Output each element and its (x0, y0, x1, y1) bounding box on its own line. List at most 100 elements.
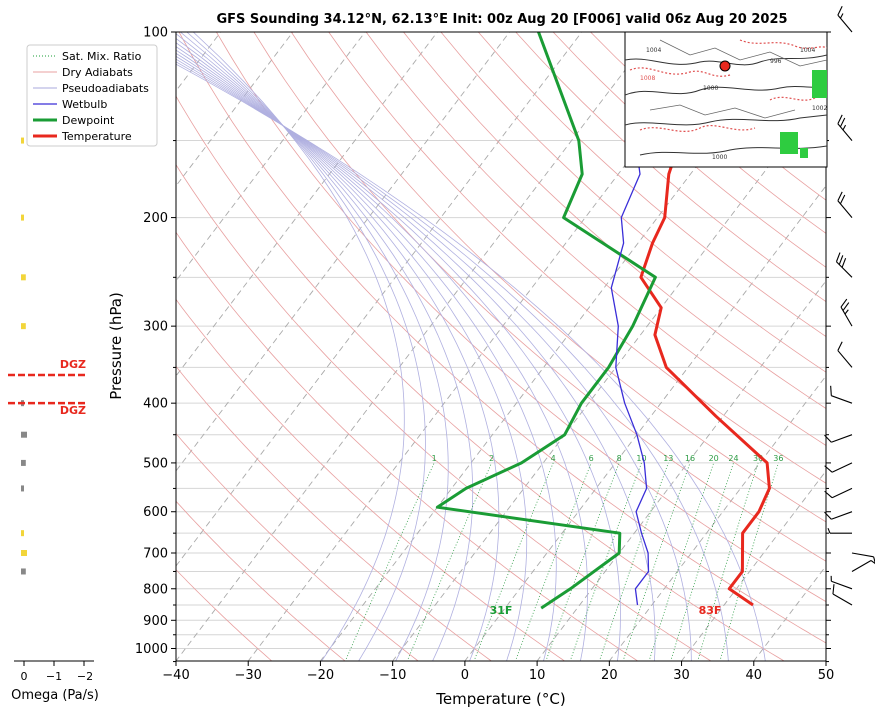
legend: Sat. Mix. Ratio Dry Adiabats Pseudoadiab… (26, 44, 158, 147)
legend-dry-adiabats: Dry Adiabats (62, 66, 133, 79)
dry-adiabat (328, 32, 826, 484)
y-tick-label: 900 (143, 614, 168, 629)
omega-tick-neg2: −2 (77, 670, 93, 683)
mixing-ratio-line (514, 462, 592, 661)
map-contour-label: 1004 (800, 47, 815, 54)
plot-frame (175, 31, 827, 662)
isotherm-line (176, 32, 583, 567)
pseudoadiabat (176, 37, 500, 661)
dry-adiabat (178, 32, 826, 644)
wind-barb (835, 252, 853, 278)
omega-bar (21, 431, 27, 438)
mixing-ratio-label: 8 (617, 454, 622, 463)
mixing-ratio-line (648, 462, 715, 661)
map-inset: 1004 1008 1000 996 1002 1004 1000 (624, 31, 828, 168)
y-tick-label: 200 (143, 211, 168, 226)
temperature-line (639, 32, 771, 607)
mixing-ratio-line (670, 462, 734, 661)
thermo-background-lines (176, 32, 826, 661)
wetbulb-line (610, 157, 650, 606)
x-tick-label: 20 (601, 668, 618, 683)
dgz-label-top: DGZ (60, 358, 86, 371)
pseudoadiabat (176, 42, 528, 661)
pseudoadiabat (176, 52, 621, 661)
map-contour (625, 114, 827, 126)
map-border (649, 104, 796, 119)
isotherm-line (176, 32, 438, 377)
dry-adiabat (176, 164, 712, 661)
legend-temperature: Temperature (61, 130, 132, 143)
mixing-ratio-line (406, 462, 492, 661)
map-contour-label: 1002 (812, 105, 827, 112)
pseudoadiabat (176, 46, 557, 661)
mixing-ratio-label: 2 (489, 454, 494, 463)
dry-adiabat (176, 95, 785, 661)
omega-bar (21, 550, 27, 557)
dry-adiabat (403, 32, 826, 409)
wind-barb (851, 552, 875, 567)
omega-panel (8, 137, 94, 666)
x-tick-label: 0 (461, 668, 469, 683)
isotherm-line (464, 185, 826, 661)
map-precip (800, 148, 808, 158)
mixing-ratio-label: 24 (728, 454, 738, 463)
mixing-ratio-line (545, 462, 620, 661)
dry-adiabat (515, 32, 826, 303)
dry-adiabat (176, 432, 419, 661)
isotherm-line (176, 32, 655, 661)
mixing-ratio-label: 6 (589, 454, 594, 463)
wind-barb (830, 575, 853, 590)
map-contour (625, 85, 827, 96)
x-tick-label: 10 (529, 668, 546, 683)
mixing-ratio-line (473, 462, 554, 661)
mixing-ratio-line (697, 462, 759, 661)
mixing-ratio-line (344, 462, 435, 661)
dry-adiabat (440, 32, 826, 373)
isotherm-line (825, 660, 826, 661)
x-tick-label: 50 (818, 668, 835, 683)
omega-bar (21, 568, 26, 575)
mixing-ratio-line (622, 462, 691, 661)
pseudoadiabat (176, 63, 766, 661)
x-axis-label: Temperature (°C) (435, 690, 565, 708)
map-contour-label: 1000 (703, 85, 718, 92)
y-tick-label: 600 (143, 505, 168, 520)
y-axis-label: Pressure (hPa) (107, 292, 125, 400)
dry-adiabat (176, 365, 493, 661)
y-tick-label: 800 (143, 582, 168, 597)
mixing-ratio-label: 4 (551, 454, 556, 463)
wind-barb (824, 511, 853, 520)
map-contour-label: 1008 (640, 75, 655, 82)
dewpoint-line (435, 32, 657, 610)
pseudoadiabat (186, 32, 426, 661)
y-tick-label: 500 (143, 456, 168, 471)
isotherm-line (176, 32, 510, 472)
wind-barb (837, 341, 853, 368)
isotherm-line (319, 32, 799, 661)
y-tick-label: 400 (143, 397, 168, 412)
mixing-ratio-label: 16 (685, 454, 695, 463)
omega-tick-0: 0 (21, 670, 28, 683)
axes: −40 −30 −20 −10 0 10 20 30 40 50 100 200 300 400 500 60… (135, 26, 834, 684)
pseudoadiabat (180, 32, 449, 661)
dry-adiabat (365, 32, 826, 446)
omega-bar (21, 214, 24, 221)
legend-dewpoint: Dewpoint (62, 114, 115, 127)
dry-adiabat (176, 500, 346, 661)
map-border (659, 39, 827, 67)
map-contour-label: 1004 (646, 47, 661, 54)
pseudoadiabat (176, 58, 692, 661)
y-tick-label: 300 (143, 320, 168, 335)
y-tick-label: 1000 (135, 642, 168, 657)
pseudoadiabat (176, 33, 474, 661)
omega-bar (21, 459, 26, 466)
x-tick-label: 40 (746, 668, 763, 683)
wind-barb (827, 527, 852, 534)
isotherm-line (608, 375, 826, 661)
dry-adiabat (176, 569, 273, 661)
y-tick-label: 700 (143, 547, 168, 562)
wind-barb (837, 191, 853, 218)
wind-barbs (824, 6, 875, 606)
temperature-surface-label: 83F (699, 604, 722, 617)
